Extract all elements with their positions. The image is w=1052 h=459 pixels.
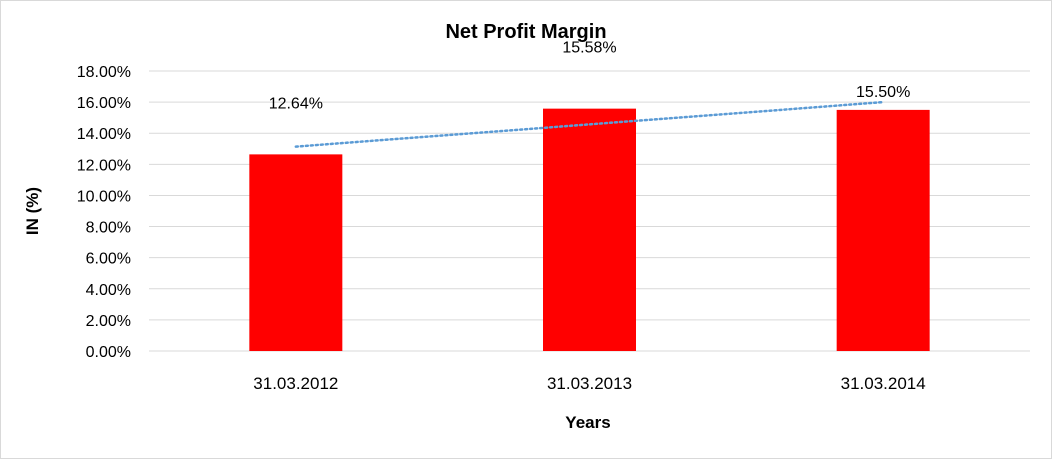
y-tick-label: 14.00% [77, 126, 131, 143]
y-tick-label: 8.00% [86, 220, 131, 237]
y-tick-label: 0.00% [86, 344, 131, 361]
y-tick-label: 4.00% [86, 282, 131, 299]
y-tick-label: 12.00% [77, 157, 131, 174]
y-tick-label: 16.00% [77, 95, 131, 112]
y-tick-label: 10.00% [77, 188, 131, 205]
data-label: 15.50% [856, 84, 910, 101]
y-axis-title: IN (%) [23, 187, 42, 235]
data-label: 12.64% [269, 95, 323, 112]
y-tick-label: 2.00% [86, 313, 131, 330]
x-axis-title: Years [565, 413, 610, 432]
y-tick-label: 18.00% [77, 64, 131, 81]
y-tick-label: 6.00% [86, 251, 131, 268]
trendline-line [294, 100, 885, 148]
x-tick-label: 31.03.2014 [841, 374, 926, 393]
trendline [294, 100, 885, 148]
y-axis-tick-labels: 0.00% 2.00% 4.00% 6.00% 8.00% 10.00% 12.00% 14.… [77, 64, 131, 361]
x-tick-label: 31.03.2013 [547, 374, 632, 393]
bar [249, 154, 343, 351]
chart-title: Net Profit Margin [445, 21, 606, 43]
bar [543, 108, 636, 352]
bars [249, 108, 930, 352]
data-label: 15.58% [562, 40, 616, 57]
bar [836, 109, 930, 351]
data-labels: 12.64% 15.58% 15.50% [269, 40, 911, 113]
x-axis-tick-labels: 31.03.2012 31.03.2013 31.03.2014 [253, 374, 925, 393]
x-tick-label: 31.03.2012 [253, 374, 338, 393]
